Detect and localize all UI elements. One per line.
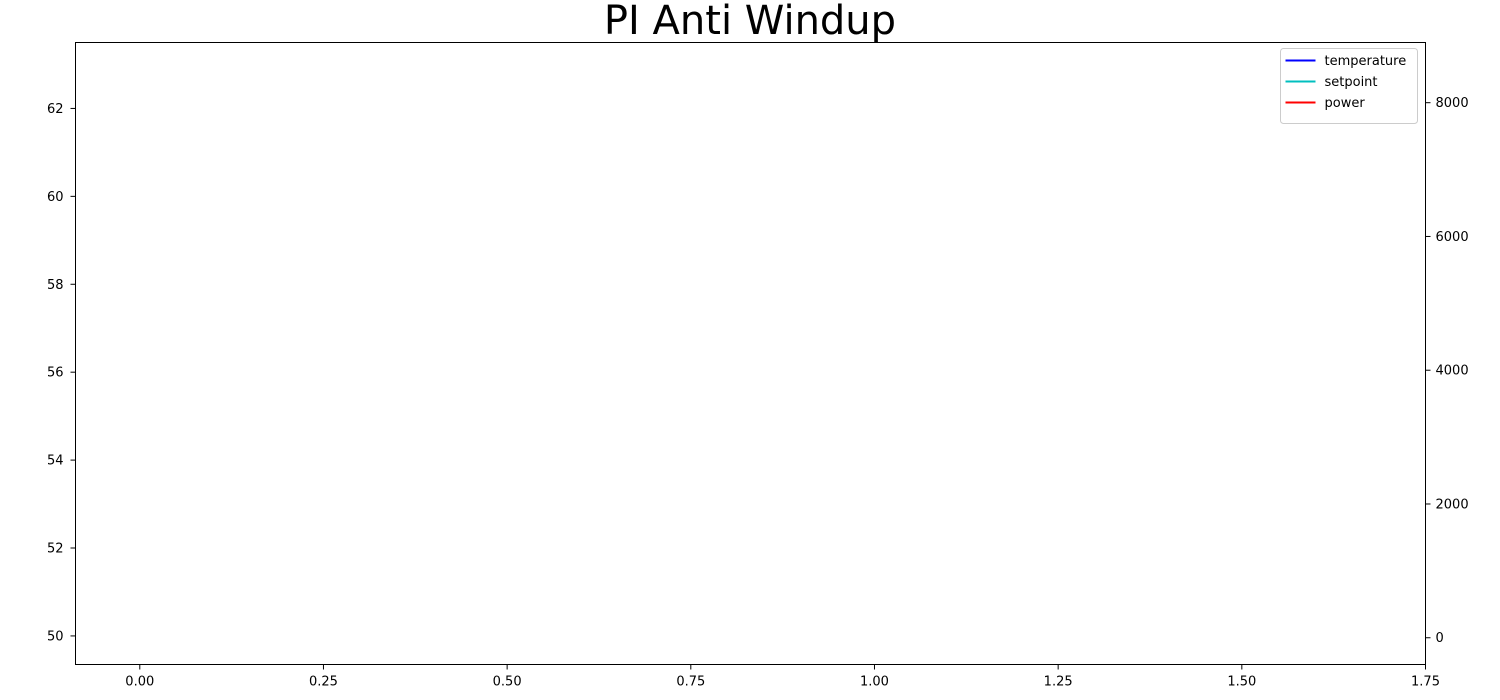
legend-label: setpoint [1325,75,1378,90]
y-tick-label: 56 [47,366,64,381]
x-tick-label: 1.00 [860,675,889,690]
y-tick-label: 50 [47,629,64,644]
y-tick-label: 60 [47,190,64,205]
x-tick-label: 0.00 [125,675,154,690]
x-tick-label: 0.75 [676,675,705,690]
y2-tick-label: 0 [1436,631,1444,646]
x-axis: 0.00 0.25 0.50 0.75 1.00 1.25 1.50 1.75 [125,664,1440,690]
legend-box [1280,48,1418,124]
chart-title: PI Anti Windup [604,0,896,44]
x-tick-label: 1.25 [1044,675,1073,690]
x-tick-label: 0.50 [493,675,522,690]
y-tick-label: 52 [47,542,64,557]
y-axis-left: 50 52 54 56 58 60 62 [47,102,76,644]
x-tick-label: 0.25 [309,675,338,690]
y-tick-label: 54 [47,454,64,469]
y-axis-right: 0 2000 4000 6000 8000 [1425,96,1469,646]
y-tick-label: 62 [47,102,64,117]
y2-tick-label: 4000 [1436,364,1469,379]
plot-area [75,42,1426,665]
x-tick-label: 1.50 [1227,675,1256,690]
x-tick-label: 1.75 [1411,675,1440,690]
legend-label: temperature [1325,54,1407,69]
legend-label: power [1325,96,1366,111]
y2-tick-label: 6000 [1436,230,1469,245]
y2-tick-label: 2000 [1436,497,1469,512]
y-tick-label: 58 [47,278,64,293]
legend: temperature setpoint power [1280,48,1418,124]
y2-tick-label: 8000 [1436,96,1469,111]
